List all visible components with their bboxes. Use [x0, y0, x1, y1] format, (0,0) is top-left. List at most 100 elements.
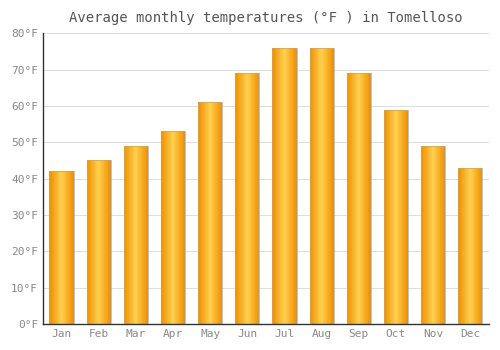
- Bar: [69, 172, 70, 324]
- Bar: [458, 168, 482, 324]
- Bar: [443, 146, 444, 324]
- Bar: [424, 146, 425, 324]
- Bar: [257, 73, 258, 324]
- Bar: [421, 146, 445, 324]
- Bar: [480, 168, 481, 324]
- Bar: [142, 146, 143, 324]
- Bar: [295, 48, 296, 324]
- Bar: [314, 48, 315, 324]
- Bar: [351, 73, 352, 324]
- Bar: [97, 160, 98, 324]
- Bar: [204, 102, 206, 324]
- Bar: [400, 110, 401, 324]
- Bar: [220, 102, 222, 324]
- Bar: [216, 102, 218, 324]
- Bar: [426, 146, 428, 324]
- Bar: [438, 146, 439, 324]
- Bar: [256, 73, 257, 324]
- Bar: [248, 73, 249, 324]
- Bar: [477, 168, 478, 324]
- Bar: [435, 146, 436, 324]
- Bar: [130, 146, 131, 324]
- Bar: [324, 48, 325, 324]
- Bar: [107, 160, 108, 324]
- Bar: [67, 172, 68, 324]
- Bar: [353, 73, 354, 324]
- Bar: [164, 131, 165, 324]
- Bar: [212, 102, 214, 324]
- Bar: [357, 73, 358, 324]
- Bar: [370, 73, 371, 324]
- Bar: [468, 168, 469, 324]
- Bar: [405, 110, 406, 324]
- Bar: [349, 73, 350, 324]
- Bar: [472, 168, 474, 324]
- Bar: [359, 73, 360, 324]
- Bar: [310, 48, 334, 324]
- Bar: [147, 146, 148, 324]
- Bar: [62, 172, 63, 324]
- Bar: [143, 146, 144, 324]
- Bar: [460, 168, 462, 324]
- Bar: [321, 48, 322, 324]
- Bar: [358, 73, 359, 324]
- Bar: [172, 131, 173, 324]
- Bar: [392, 110, 393, 324]
- Bar: [101, 160, 102, 324]
- Bar: [254, 73, 256, 324]
- Bar: [98, 160, 100, 324]
- Bar: [105, 160, 106, 324]
- Bar: [218, 102, 219, 324]
- Bar: [207, 102, 208, 324]
- Bar: [458, 168, 459, 324]
- Bar: [245, 73, 246, 324]
- Bar: [310, 48, 311, 324]
- Bar: [177, 131, 178, 324]
- Bar: [391, 110, 392, 324]
- Bar: [394, 110, 395, 324]
- Bar: [106, 160, 107, 324]
- Bar: [182, 131, 184, 324]
- Bar: [211, 102, 212, 324]
- Bar: [246, 73, 248, 324]
- Bar: [432, 146, 433, 324]
- Bar: [136, 146, 138, 324]
- Bar: [55, 172, 56, 324]
- Bar: [86, 160, 111, 324]
- Bar: [161, 131, 185, 324]
- Bar: [236, 73, 260, 324]
- Bar: [93, 160, 94, 324]
- Bar: [352, 73, 353, 324]
- Bar: [384, 110, 386, 324]
- Bar: [463, 168, 464, 324]
- Bar: [322, 48, 324, 324]
- Bar: [60, 172, 62, 324]
- Bar: [437, 146, 438, 324]
- Bar: [126, 146, 127, 324]
- Bar: [92, 160, 93, 324]
- Bar: [439, 146, 440, 324]
- Bar: [139, 146, 140, 324]
- Bar: [208, 102, 210, 324]
- Bar: [459, 168, 460, 324]
- Bar: [202, 102, 203, 324]
- Bar: [102, 160, 104, 324]
- Bar: [161, 131, 162, 324]
- Bar: [124, 146, 148, 324]
- Bar: [320, 48, 321, 324]
- Bar: [325, 48, 326, 324]
- Bar: [311, 48, 312, 324]
- Bar: [214, 102, 215, 324]
- Bar: [206, 102, 207, 324]
- Bar: [366, 73, 367, 324]
- Bar: [332, 48, 333, 324]
- Bar: [466, 168, 467, 324]
- Bar: [475, 168, 476, 324]
- Bar: [241, 73, 242, 324]
- Bar: [249, 73, 250, 324]
- Bar: [347, 73, 348, 324]
- Bar: [181, 131, 182, 324]
- Bar: [388, 110, 390, 324]
- Bar: [355, 73, 356, 324]
- Bar: [286, 48, 287, 324]
